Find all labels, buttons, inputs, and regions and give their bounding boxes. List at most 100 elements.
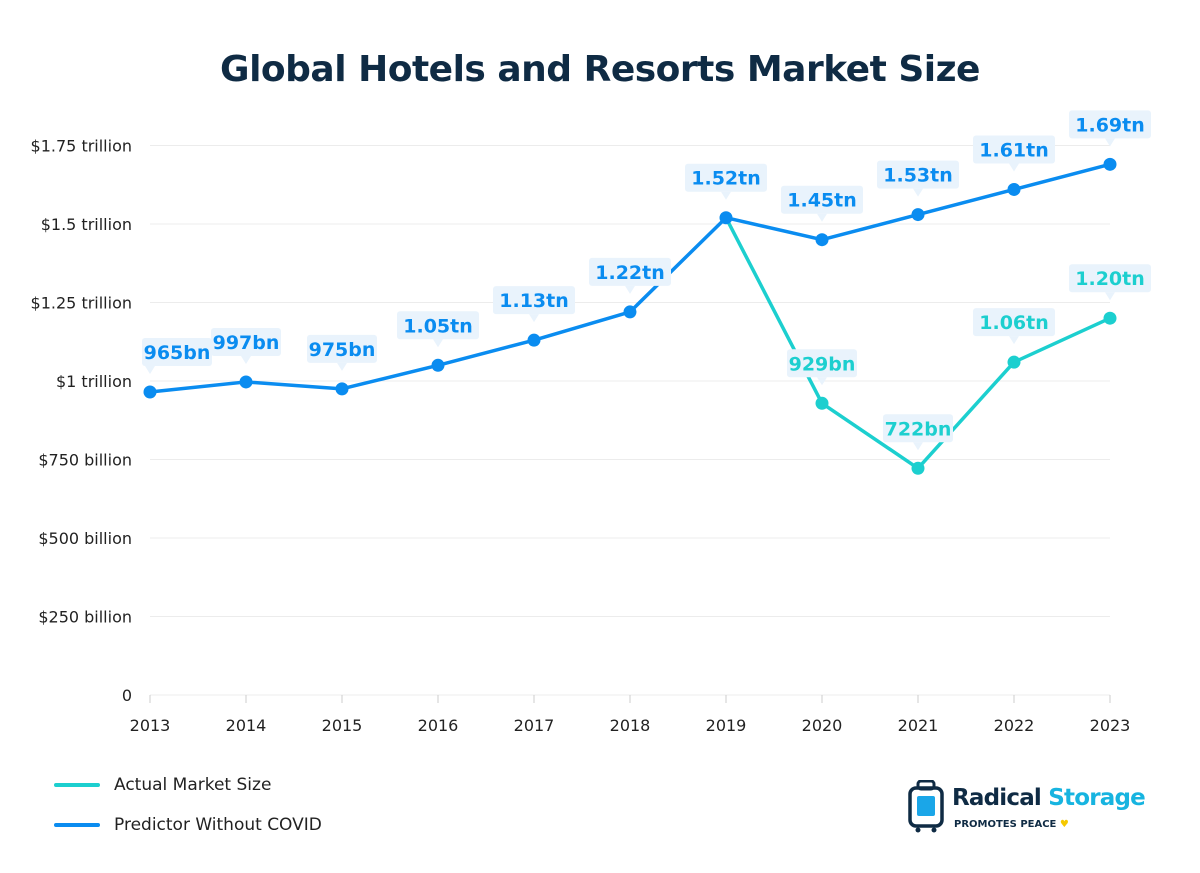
data-label-text: 1.22tn <box>595 262 665 284</box>
data-label: 1.53tn <box>877 160 959 197</box>
logo-name: Radical Storage <box>952 784 1146 812</box>
data-label-text: 997bn <box>213 332 280 354</box>
data-label: 1.22tn <box>589 257 671 294</box>
y-tick-label: $750 billion <box>38 451 132 470</box>
data-label-box <box>211 327 281 356</box>
data-label-text: 1.06tn <box>979 312 1049 334</box>
data-label-pointer <box>625 285 635 294</box>
x-tick-label: 2015 <box>322 716 363 735</box>
legend-label-predictor: Predictor Without COVID <box>114 815 322 835</box>
data-label-text: 1.69tn <box>1075 114 1145 136</box>
data-label-box <box>883 414 953 443</box>
data-label: 929bn <box>787 349 857 386</box>
data-label-box <box>493 286 575 315</box>
data-point <box>1007 182 1021 196</box>
data-label-pointer <box>1105 138 1115 147</box>
data-label-pointer <box>1009 336 1019 345</box>
data-label: 965bn <box>142 337 212 374</box>
data-label-pointer <box>337 362 347 371</box>
data-point <box>815 396 829 410</box>
data-point <box>911 461 925 475</box>
data-label-pointer <box>529 314 539 323</box>
data-point <box>719 211 733 225</box>
y-tick-label: $1.25 trillion <box>31 294 132 313</box>
data-label-text: 929bn <box>789 353 856 375</box>
data-label: 975bn <box>307 334 377 371</box>
data-label-box <box>973 308 1055 337</box>
y-tick-label: $1.75 trillion <box>31 137 132 156</box>
data-label: 1.13tn <box>493 286 575 323</box>
data-label: 997bn <box>211 327 281 364</box>
x-tick-label: 2013 <box>130 716 171 735</box>
data-label-box <box>787 349 857 378</box>
x-tick-label: 2023 <box>1090 716 1131 735</box>
data-label-box <box>307 334 377 363</box>
x-tick-label: 2014 <box>226 716 267 735</box>
data-label-box <box>1069 110 1151 139</box>
data-label-pointer <box>433 339 443 348</box>
legend-item-actual: Actual Market Size <box>54 774 271 796</box>
data-label-box <box>397 311 479 340</box>
data-label-text: 1.61tn <box>979 139 1049 161</box>
data-label: 722bn <box>883 414 953 451</box>
y-tick-label: $1 trillion <box>56 372 132 391</box>
data-label-box <box>1069 264 1151 293</box>
data-label-text: 1.52tn <box>691 168 761 190</box>
data-label: 1.20tn <box>1069 264 1151 301</box>
y-tick-label: $500 billion <box>38 529 132 548</box>
data-point <box>431 358 445 372</box>
x-tick-label: 2021 <box>898 716 939 735</box>
data-label: 1.52tn <box>685 163 767 200</box>
x-tick-label: 2018 <box>610 716 651 735</box>
data-label: 1.45tn <box>781 185 863 222</box>
data-label-text: 1.13tn <box>499 290 569 312</box>
logo-tagline: PROMOTES PEACE ♥ <box>954 818 1069 831</box>
data-point <box>1103 157 1117 171</box>
data-label-box <box>973 135 1055 164</box>
x-tick-label: 2016 <box>418 716 459 735</box>
heart-icon: ♥ <box>1059 819 1069 830</box>
data-label-text: 975bn <box>309 339 376 361</box>
data-label-pointer <box>1009 163 1019 172</box>
data-label-box <box>685 163 767 192</box>
data-label-text: 965bn <box>144 342 211 364</box>
data-label-text: 1.05tn <box>403 315 473 337</box>
logo-tagline-text: PROMOTES PEACE <box>954 819 1057 830</box>
data-label-box <box>877 160 959 189</box>
logo-name-part1: Radical <box>952 785 1042 811</box>
y-tick-label: $1.5 trillion <box>41 215 132 234</box>
data-label-box <box>589 257 671 286</box>
data-label-text: 722bn <box>885 418 952 440</box>
data-label-text: 1.20tn <box>1075 268 1145 290</box>
radical-storage-logo: Radical Storage PROMOTES PEACE ♥ <box>908 780 1178 836</box>
data-point <box>143 385 157 399</box>
data-label: 1.69tn <box>1069 110 1151 147</box>
data-label-pointer <box>913 442 923 451</box>
data-label-pointer <box>145 365 155 374</box>
data-point <box>911 208 925 222</box>
legend-item-predictor: Predictor Without COVID <box>54 814 322 836</box>
data-label-pointer <box>817 377 827 386</box>
data-point <box>1103 311 1117 325</box>
legend-swatch-predictor <box>54 823 100 827</box>
chart-title: Global Hotels and Resorts Market Size <box>220 49 980 90</box>
legend-swatch-actual <box>54 783 100 787</box>
data-point <box>527 333 541 347</box>
legend-label-actual: Actual Market Size <box>114 775 272 795</box>
y-tick-label: $250 billion <box>38 608 132 627</box>
x-tick-label: 2019 <box>706 716 747 735</box>
data-label-pointer <box>1105 292 1115 301</box>
logo-name-part2: Storage <box>1048 785 1145 811</box>
x-tick-label: 2017 <box>514 716 555 735</box>
x-tick-label: 2020 <box>802 716 843 735</box>
data-label-pointer <box>817 213 827 222</box>
data-point <box>623 305 637 319</box>
data-label-box <box>142 337 212 366</box>
data-label: 1.05tn <box>397 311 479 348</box>
data-point <box>815 233 829 247</box>
data-label-text: 1.53tn <box>883 165 953 187</box>
data-point <box>335 382 349 396</box>
x-tick-label: 2022 <box>994 716 1035 735</box>
